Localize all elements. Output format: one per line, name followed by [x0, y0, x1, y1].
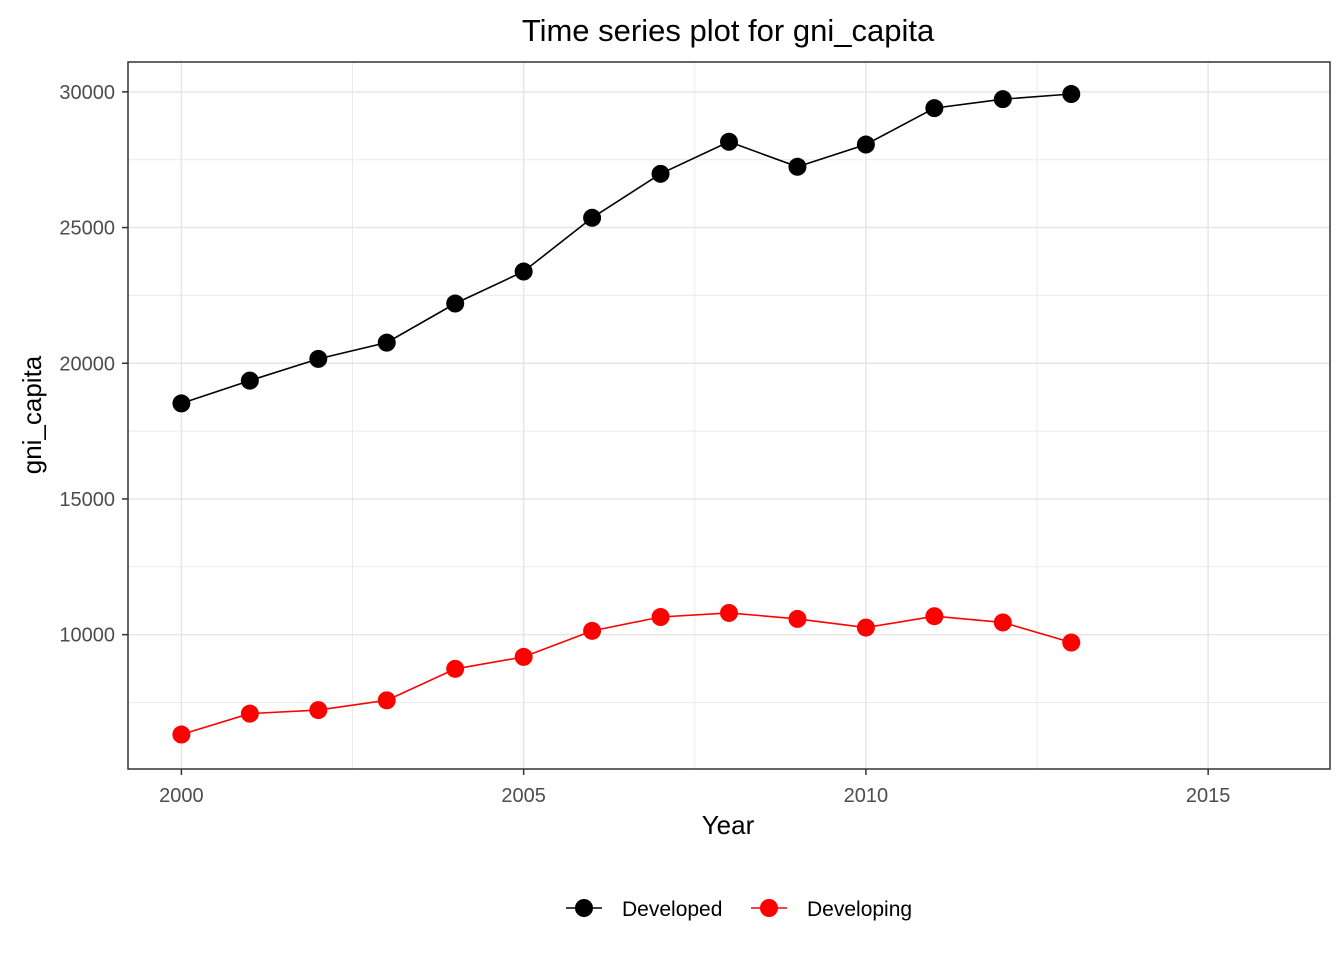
data-point-developed — [720, 132, 738, 151]
data-point-developing — [583, 621, 602, 640]
y-tick-label: 10000 — [59, 625, 115, 647]
data-point-developing — [651, 608, 670, 627]
data-point-developed — [240, 371, 259, 390]
x-tick-label: 2010 — [844, 785, 889, 807]
data-point-developed — [925, 99, 944, 118]
y-tick-label: 20000 — [59, 353, 115, 375]
x-tick-label: 2005 — [501, 785, 546, 807]
series-line-developed — [181, 93, 1072, 405]
data-point-developed — [446, 294, 465, 313]
y-axis-title: gni_capita — [17, 355, 47, 474]
y-tick-label: 30000 — [59, 82, 115, 104]
data-point-developing — [446, 659, 465, 678]
data-point-developed — [856, 135, 875, 154]
data-point-developed — [651, 164, 670, 183]
data-point-developing — [1062, 633, 1081, 652]
data-point-developed — [377, 333, 396, 352]
x-tick-label: 2015 — [1186, 785, 1231, 807]
grid-lines — [128, 62, 1330, 769]
plot-border — [127, 61, 1331, 770]
series-layer — [172, 85, 1081, 744]
data-point-developed — [514, 262, 533, 281]
y-tick-label: 15000 — [59, 489, 115, 511]
x-tick-label: 2000 — [159, 785, 204, 807]
data-point-developing — [514, 647, 533, 666]
data-point-developed — [583, 208, 602, 227]
x-axis-title: Year — [702, 810, 755, 840]
plot-background — [128, 62, 1330, 769]
legend-key-point-developed — [575, 899, 593, 917]
data-point-developing — [240, 704, 259, 723]
chart-title: Time series plot for gni_capita — [522, 13, 935, 48]
data-point-developing — [720, 603, 738, 622]
data-point-developed — [993, 90, 1012, 109]
data-point-developing — [172, 725, 191, 744]
data-point-developed — [788, 157, 807, 176]
legend-label-developing: Developing — [807, 898, 912, 921]
axis-ticks: 2000 2005 2010 2015 10000 15000 20000 25000 3000… — [59, 82, 1230, 807]
data-point-developing — [309, 701, 328, 720]
data-point-developing — [377, 691, 396, 710]
y-tick-label: 25000 — [59, 218, 115, 240]
data-point-developed — [309, 349, 328, 368]
data-point-developing — [788, 609, 807, 628]
legend-key-point-developing — [760, 899, 778, 917]
legend-label-developed: Developed — [622, 898, 722, 921]
data-point-developed — [172, 394, 191, 413]
data-point-developed — [1062, 85, 1081, 104]
data-point-developing — [856, 618, 875, 637]
data-point-developing — [993, 613, 1012, 632]
legend: Developed Developing — [566, 898, 912, 921]
series-line-developing — [181, 612, 1072, 736]
data-point-developing — [925, 607, 944, 626]
